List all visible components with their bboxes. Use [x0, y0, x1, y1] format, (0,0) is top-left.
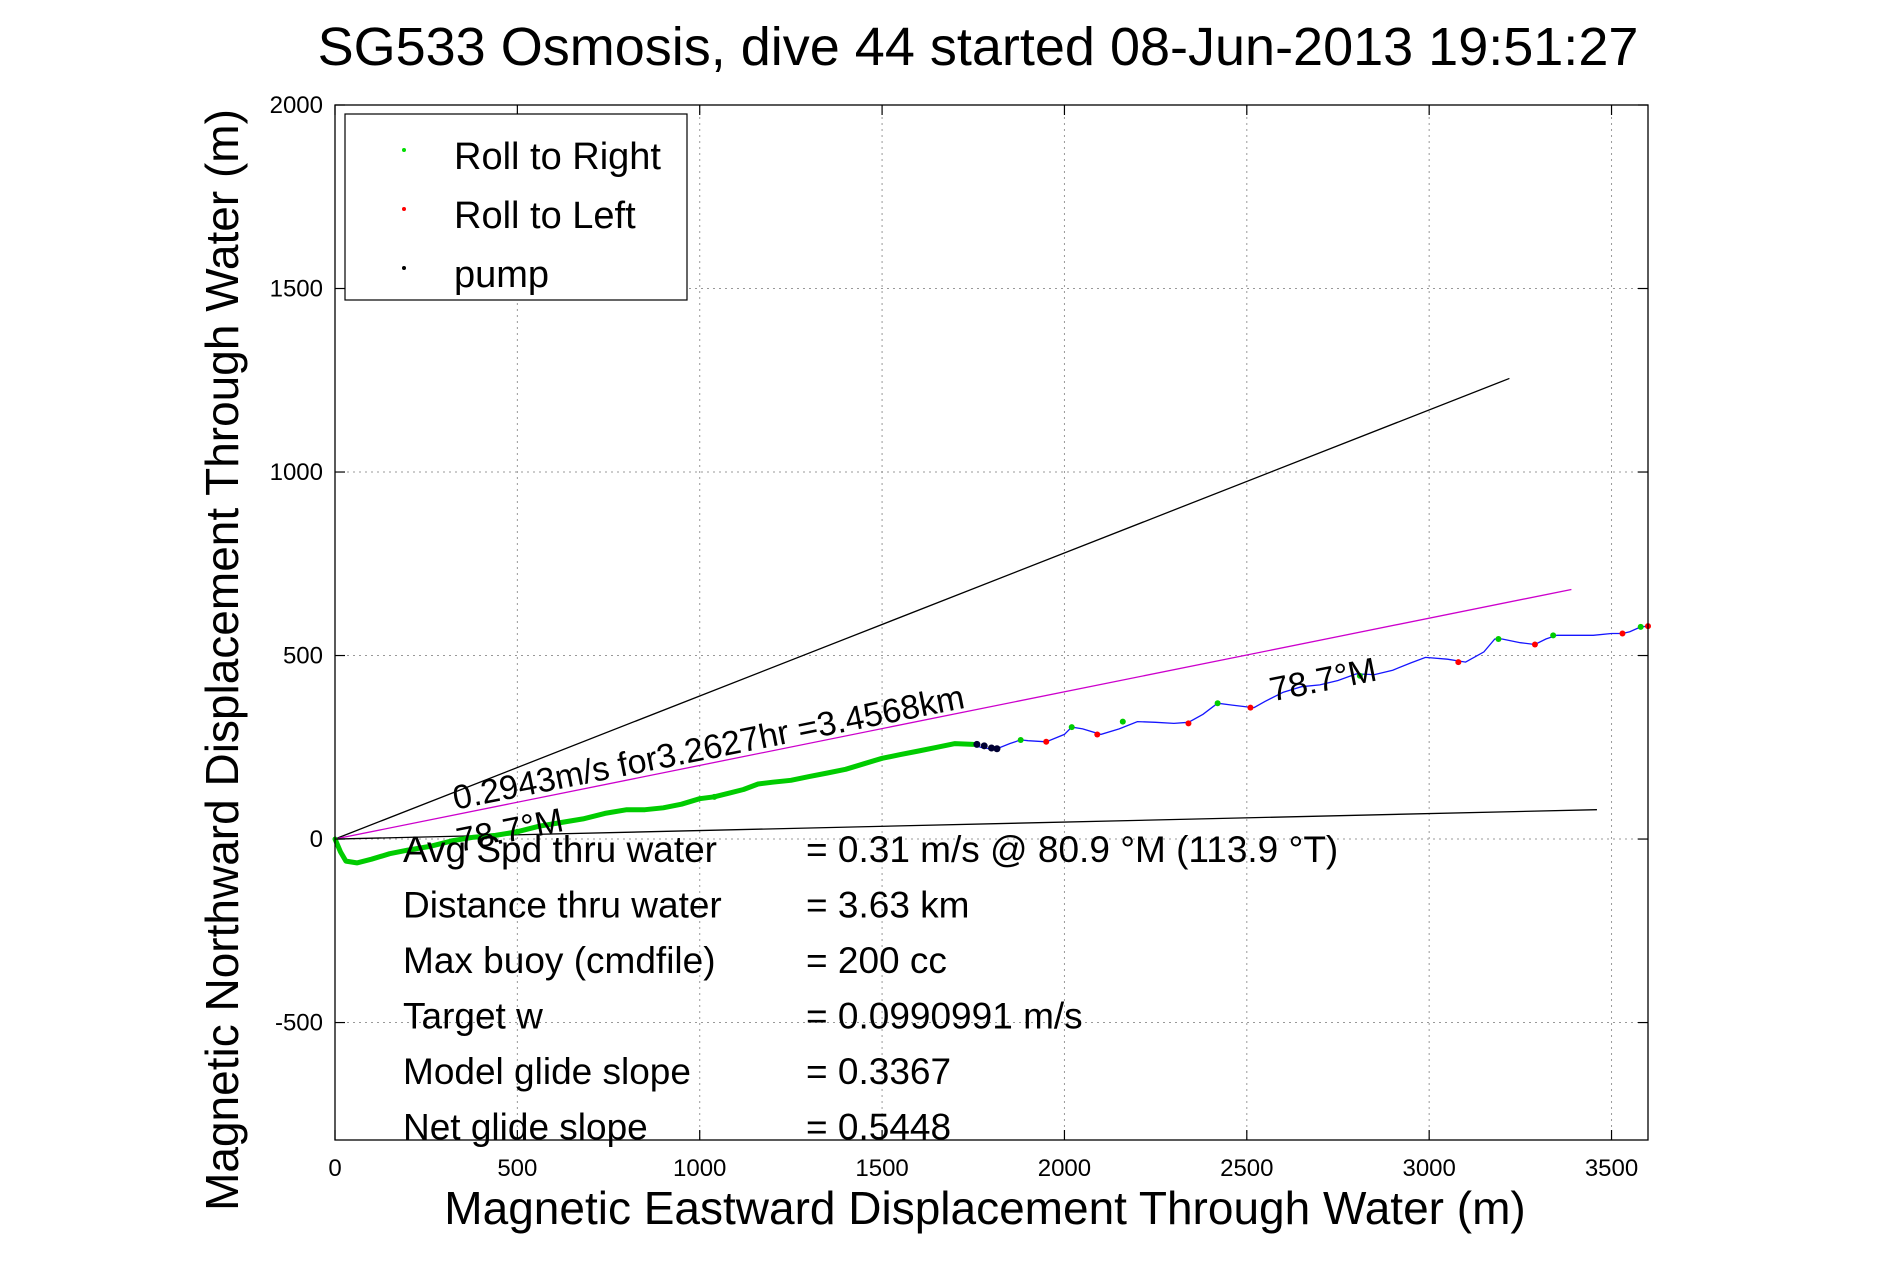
y-tick-label: -500	[275, 1010, 323, 1037]
stat-value: = 0.5448	[806, 1107, 951, 1148]
roll-left-point	[1043, 738, 1050, 745]
roll-left-point	[1531, 641, 1538, 648]
legend-label-roll-left: Roll to Left	[454, 195, 636, 237]
roll-right-point	[1068, 724, 1075, 731]
heading-mean-line	[334, 588, 1572, 840]
x-axis-label: Magnetic Eastward Displacement Through W…	[444, 1182, 1525, 1234]
legend-marker-roll-left	[402, 207, 406, 211]
plot-frame	[334, 104, 1649, 1141]
stat-label: Target w	[403, 996, 543, 1037]
roll-right-point	[1495, 636, 1502, 643]
heading-reference-lines	[334, 377, 1597, 840]
legend-label-pump: pump	[454, 254, 549, 296]
stat-value: = 0.3367	[806, 1051, 951, 1092]
y-tick-label: 500	[283, 643, 323, 670]
stats-block: Avg Spd thru water = 0.31 m/s @ 80.9 °M (…	[403, 829, 1338, 1148]
stat-label: Max buoy (cmdfile)	[403, 940, 716, 981]
y-tick-label: 1000	[270, 459, 323, 486]
heading-lower-line	[334, 809, 1597, 840]
roll-right-point	[1119, 718, 1126, 725]
x-tick-label: 500	[497, 1155, 537, 1182]
stat-value: = 3.63 km	[806, 885, 970, 926]
roll-right-point	[1214, 700, 1221, 707]
y-tick-label: 0	[310, 826, 323, 853]
legend-label-roll-right: Roll to Right	[454, 136, 661, 178]
legend: Roll to Right Roll to Left pump	[344, 113, 688, 301]
roll-right-point	[711, 793, 718, 800]
stat-value: = 0.0990991 m/s	[806, 996, 1083, 1037]
legend-marker-roll-right	[402, 148, 406, 152]
heading-upper-line	[334, 377, 1510, 840]
roll-left-point	[1094, 731, 1101, 738]
dive-track	[332, 625, 1649, 866]
legend-marker-pump	[402, 266, 406, 270]
stat-label: Distance thru water	[403, 885, 722, 926]
pump-point	[988, 744, 995, 752]
roll-right-point	[1550, 632, 1557, 639]
stat-value: = 200 cc	[806, 940, 947, 981]
roll-left-point	[1455, 659, 1462, 666]
track-roll-right-dense	[332, 741, 976, 866]
roll-left-point	[1619, 630, 1626, 637]
axis-ticks: 0 500 1000 1500 2000 2500 3000 3500 -500 0 500 1000…	[270, 92, 1648, 1182]
pump-point	[973, 740, 981, 748]
x-tick-label: 1500	[855, 1155, 908, 1182]
pump-point	[993, 745, 1001, 753]
roll-right-point	[514, 828, 521, 835]
y-axis-label: Magnetic Northward Displacement Through …	[196, 109, 248, 1211]
x-tick-label: 0	[328, 1155, 341, 1182]
stat-label: Avg Spd thru water	[403, 829, 717, 870]
roll-left-point	[1247, 704, 1254, 711]
x-tick-label: 3000	[1402, 1155, 1455, 1182]
stat-label: Net glide slope	[403, 1107, 648, 1148]
y-tick-label: 1500	[270, 276, 323, 303]
stat-label: Model glide slope	[403, 1051, 691, 1092]
x-tick-label: 2500	[1220, 1155, 1273, 1182]
roll-right-point	[1637, 623, 1644, 630]
chart-title: SG533 Osmosis, dive 44 started 08-Jun-20…	[318, 17, 1639, 77]
legend-box	[344, 113, 688, 301]
stat-value: = 0.31 m/s @ 80.9 °M (113.9 °T)	[806, 829, 1338, 870]
x-tick-label: 3500	[1585, 1155, 1638, 1182]
grid-lines	[335, 105, 1648, 1140]
roll-right-point	[1356, 672, 1363, 679]
roll-right-point	[1017, 736, 1024, 743]
y-tick-label: 2000	[270, 92, 323, 119]
x-tick-label: 2000	[1038, 1155, 1091, 1182]
x-tick-label: 1000	[673, 1155, 726, 1182]
pump-point	[980, 742, 988, 750]
roll-left-point	[1185, 720, 1192, 727]
